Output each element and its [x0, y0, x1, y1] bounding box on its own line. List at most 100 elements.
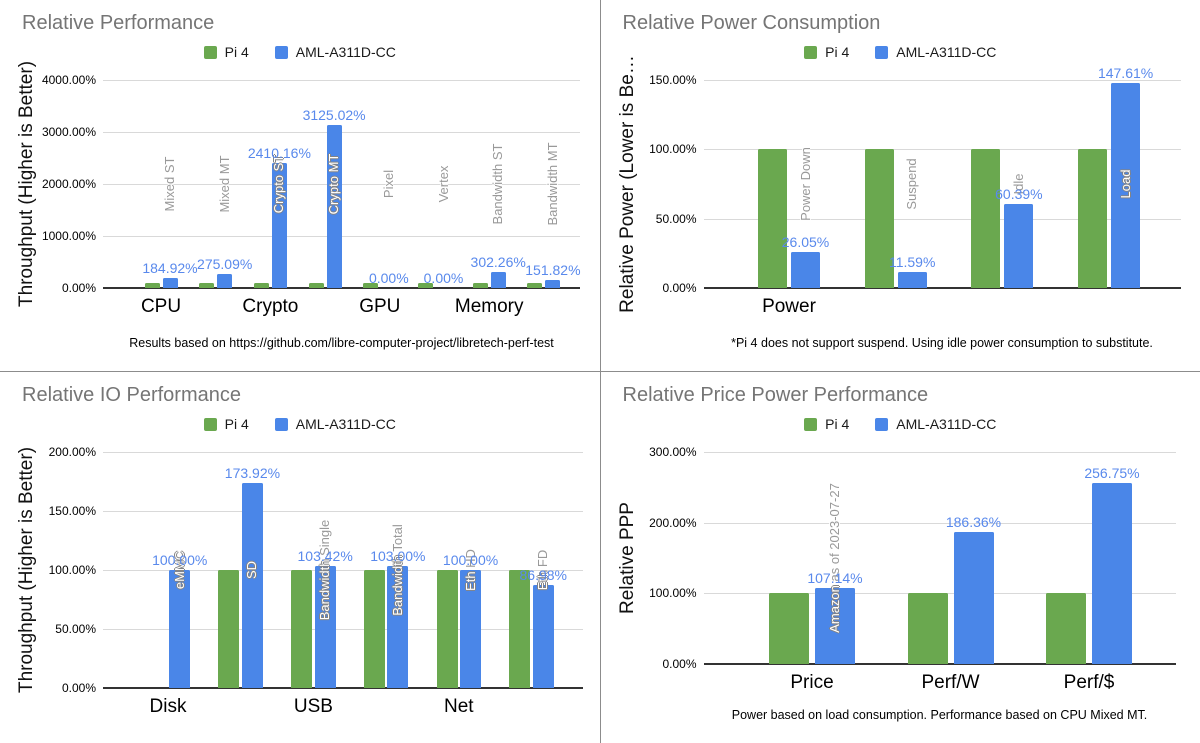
chart-footnote: Power based on load consumption. Perform… [731, 708, 1148, 722]
legend-swatch-aml-icon [274, 417, 288, 431]
bar-value-label: 3125.02% [302, 107, 366, 124]
bar-series-label-inside: Bandwidth [317, 559, 333, 621]
bar-aml [460, 570, 482, 688]
bar-value-label: 0.00% [423, 270, 464, 286]
legend: Pi 4 AML-A311D-CC [601, 44, 1200, 60]
x-category-label: Disk [149, 696, 187, 717]
bar-pi4 [291, 570, 313, 688]
bar-series-label-outside: Mixed ST [162, 156, 177, 212]
bar-series-label: Pixel [380, 169, 396, 199]
bar-pi4 [864, 149, 894, 288]
bar-pi4 [1046, 593, 1086, 664]
bar-series-label: Power Down [797, 147, 813, 221]
bar-series-label-inside: SD [244, 560, 260, 580]
legend-swatch-pi4-icon [203, 45, 217, 59]
chart-panel-relative-performance: Relative Performance Pi 4 AML-A311D-CC T… [0, 0, 600, 371]
bar-value-label: 302.26% [470, 254, 526, 271]
legend-swatch-aml-icon [875, 45, 889, 59]
chart-footnote: Results based on https://github.com/libr… [129, 336, 554, 350]
chart-title: Relative Power Consumption [622, 12, 881, 34]
bar-pi4 [907, 593, 948, 664]
legend-item-aml: AML-A311D-CC [875, 416, 996, 432]
bar-aml [169, 570, 191, 688]
legend-swatch-pi4-icon [203, 417, 217, 431]
bar-series-label-inside: Crypto MT [326, 153, 342, 215]
chart-title: Relative IO Performance [22, 384, 241, 406]
bar-series-label-inside: Eth [462, 571, 478, 591]
chart-panel-relative-price-power-performance: Relative Price Power Performance Pi 4 AM… [600, 372, 1200, 743]
x-category-label: USB [293, 696, 333, 717]
legend-label-aml: AML-A311D-CC [896, 44, 997, 60]
bar-pi4 [218, 570, 240, 688]
bar-aml [1111, 83, 1141, 288]
bar-aml [545, 280, 561, 288]
bar-series-label: Mixed ST [162, 156, 177, 212]
bar-series-label: Mixed MT [217, 155, 232, 212]
bar-pi4 [144, 282, 160, 288]
legend-swatch-pi4-icon [804, 45, 818, 59]
gridline [103, 80, 580, 81]
x-category-label: Net [444, 696, 474, 717]
bar-series-label: Bandwidth Single [317, 520, 333, 621]
chart-footnote: *Pi 4 does not support suspend. Using id… [731, 336, 1153, 350]
legend: Pi 4 AML-A311D-CC [601, 416, 1200, 432]
bar-series-label-outside: Bandwidth MT [544, 142, 560, 226]
bar-value-label: 11.59% [888, 253, 936, 270]
legend-label-pi4: Pi 4 [224, 416, 249, 432]
plot-area: 0.00% 1000.00% 2000.00% 3000.00% 4000.00% CPU… [0, 0, 600, 371]
x-category-label: Perf/W [921, 672, 980, 693]
bar-pi4 [527, 282, 543, 288]
bar-pi4 [253, 282, 269, 288]
bar-aml [271, 162, 287, 288]
bar-pi4 [971, 149, 1001, 288]
bar-value-label: 103.00% [370, 548, 426, 565]
y-tick-label: 200.00% [48, 445, 96, 459]
legend-item-pi4: Pi 4 [203, 44, 249, 60]
bar-series-label-inside: Crypto ST [271, 154, 287, 214]
bar-series-label-outside: Vertex [435, 165, 451, 203]
legend: Pi 4 AML-A311D-CC [0, 44, 600, 60]
chart-panel-relative-power-consumption: Relative Power Consumption Pi 4 AML-A311… [600, 0, 1200, 371]
bar-pi4 [418, 282, 433, 288]
legend-item-pi4: Pi 4 [804, 44, 849, 60]
bar-series-label: Crypto ST [271, 154, 287, 214]
bar-aml [162, 278, 178, 288]
chart-title: Relative Performance [22, 12, 215, 34]
x-category-label: Memory [454, 296, 524, 317]
bar-pi4 [199, 282, 215, 288]
x-category-label: Perf/$ [1063, 672, 1115, 693]
bar-aml [897, 271, 927, 288]
legend-label-pi4: Pi 4 [224, 44, 249, 60]
bar-aml [532, 585, 554, 688]
bar-series-label-outside: Pixel [380, 169, 396, 199]
gridline [703, 149, 1181, 151]
gridline [703, 522, 1176, 524]
bar-series-label: Amazon as of 2023-07-27 [827, 483, 842, 633]
bar-series-label: SD [244, 560, 260, 580]
chart-title: Relative Price Power Performance [622, 384, 929, 406]
x-category-label: GPU [359, 296, 401, 317]
bar-series-label-inside: Amazon [827, 585, 842, 633]
legend-item-pi4: Pi 4 [804, 416, 849, 432]
legend-item-aml: AML-A311D-CC [875, 44, 996, 60]
bar-pi4 [308, 282, 324, 288]
y-tick-label: 100.00% [649, 142, 697, 157]
legend-item-aml: AML-A311D-CC [274, 416, 396, 432]
bar-aml [241, 482, 263, 688]
bar-value-label: 151.82% [525, 262, 581, 279]
bar-pi4 [769, 593, 809, 664]
bar-series-label: Vertex [435, 165, 451, 203]
bar-value-label: 2410.16% [247, 144, 311, 161]
gridline [703, 452, 1176, 453]
bar-value-label: 275.09% [197, 255, 253, 272]
x-axis-line [103, 687, 583, 689]
legend-label-aml: AML-A311D-CC [896, 416, 997, 432]
bar-aml [791, 251, 820, 288]
bar-value-label: 184.92% [142, 260, 198, 277]
gridline [103, 629, 583, 630]
bar-value-label: 26.05% [781, 233, 830, 250]
bar-series-label-outside: Power Down [797, 147, 813, 221]
y-tick-label: 2000.00% [41, 177, 96, 191]
gridline [103, 570, 583, 571]
